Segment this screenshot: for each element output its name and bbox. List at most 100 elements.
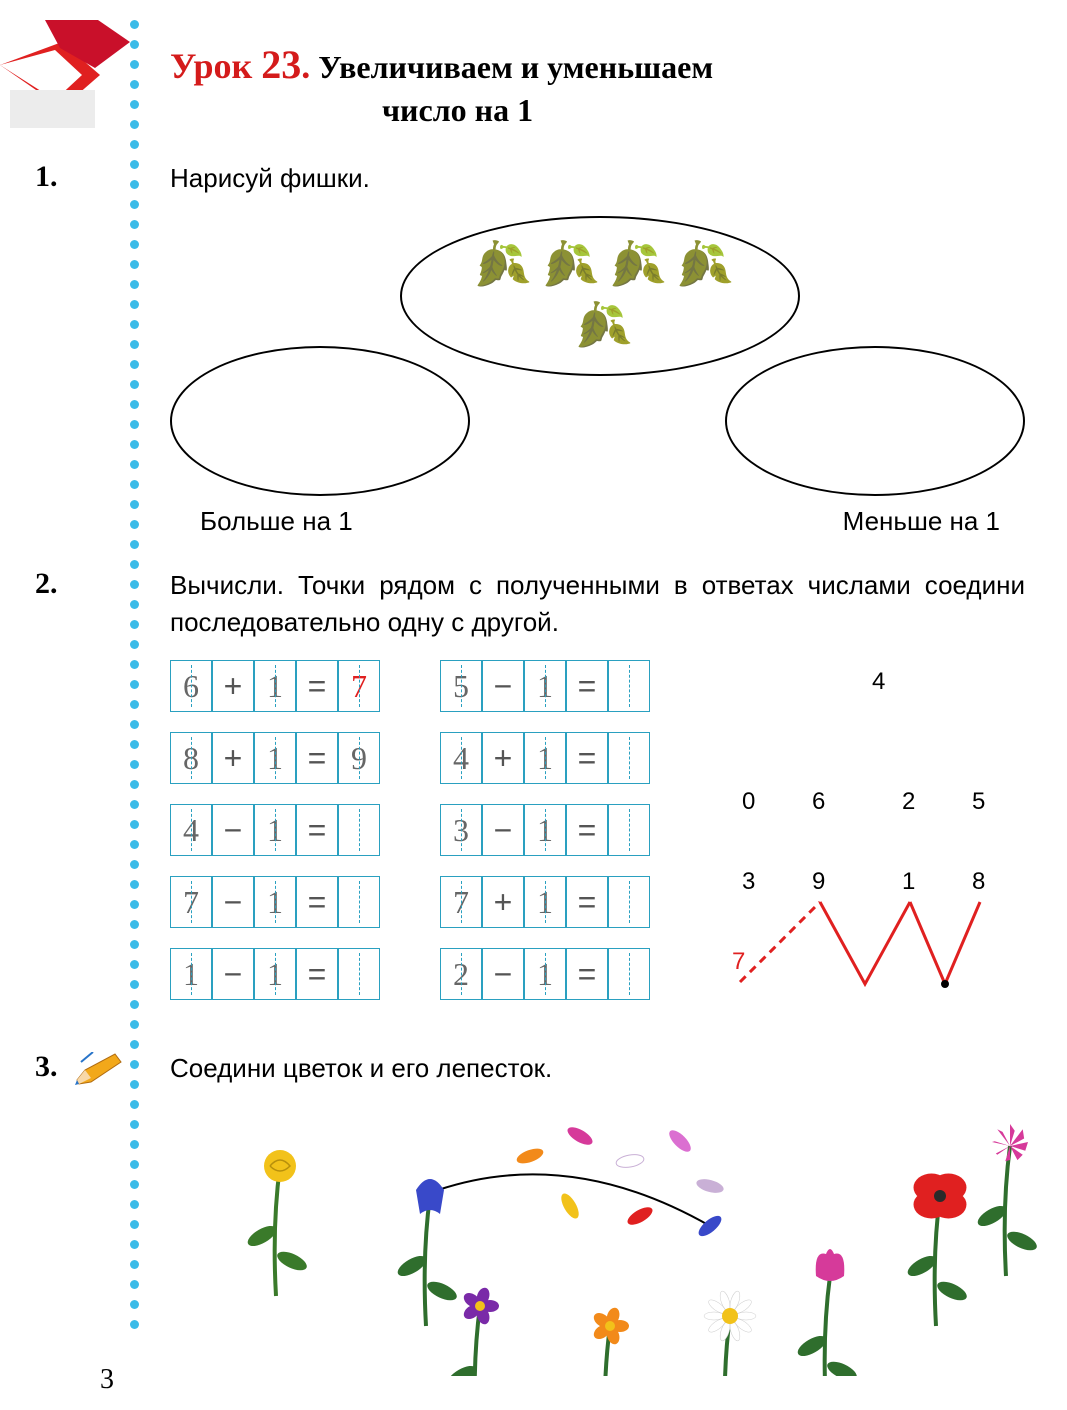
equation-cell: + — [482, 876, 524, 928]
equation-row: 7−1= — [170, 876, 380, 928]
equation-cell: − — [482, 804, 524, 856]
equation-row: 4+1= — [440, 732, 650, 784]
title-line2: число на 1 — [382, 92, 533, 128]
equation-cell: 1 — [524, 876, 566, 928]
dot-label: 1 — [902, 870, 915, 894]
dot-point-4[interactable]: 4 — [872, 670, 885, 694]
equation-cell: 8 — [170, 732, 212, 784]
oval-labels: Больше на 1 Меньше на 1 — [170, 506, 1030, 537]
flower-tulip-pink[interactable] — [795, 1249, 860, 1376]
answer-cell[interactable] — [608, 732, 650, 784]
dot-label: 5 — [972, 790, 985, 814]
oval-left-empty[interactable] — [170, 346, 470, 496]
oak-leaf-icon: 🍂 — [533, 236, 600, 295]
equation-cell: 1 — [254, 948, 296, 1000]
answer-cell[interactable] — [608, 876, 650, 928]
petal[interactable] — [666, 1127, 694, 1155]
equation-cell: 1 — [524, 660, 566, 712]
answer-cell[interactable] — [338, 876, 380, 928]
equation-cell: 1 — [524, 948, 566, 1000]
dot-label: 3 — [742, 870, 755, 894]
equation-cell: = — [296, 732, 338, 784]
equation-cell: 1 — [254, 660, 296, 712]
dot-point-3[interactable]: 3 — [742, 870, 755, 894]
dot-point-5[interactable]: 5 — [972, 790, 985, 814]
answer-cell[interactable]: 9 — [338, 732, 380, 784]
task-2-number: 2. — [35, 567, 58, 601]
dot-point-2[interactable]: 2 — [902, 790, 915, 814]
task-2-grid: 6+1=78+1=94−1=7−1=1−1= 5−1=4+1=3−1=7+1=2… — [170, 660, 1027, 1020]
example-connection-line — [438, 1174, 710, 1226]
petal[interactable] — [625, 1204, 655, 1228]
answer-cell[interactable] — [338, 804, 380, 856]
dot-label: 2 — [902, 790, 915, 814]
petal[interactable] — [515, 1145, 545, 1166]
equation-row: 7+1= — [440, 876, 650, 928]
petal[interactable] — [695, 1176, 725, 1195]
equation-row: 8+1=9 — [170, 732, 380, 784]
flower-daisy-white[interactable] — [695, 1290, 760, 1376]
oval-right-empty[interactable] — [725, 346, 1025, 496]
task-3-text: Соедини цветок и его лепесток. — [170, 1050, 1027, 1088]
page-number: 3 — [100, 1364, 114, 1396]
dot-label: 0 — [742, 790, 755, 814]
equation-cell: 2 — [440, 948, 482, 1000]
petal[interactable] — [615, 1152, 645, 1169]
petal[interactable] — [695, 1212, 724, 1239]
flower-rose-yellow[interactable] — [245, 1150, 310, 1296]
equation-cell: = — [296, 948, 338, 1000]
label-less: Меньше на 1 — [843, 506, 1000, 537]
dot-point-6[interactable]: 6 — [812, 790, 825, 814]
task-1: 1. Нарисуй фишки. 🍂🍂🍂🍂🍂 Больше на 1 Мень… — [170, 160, 1027, 537]
equation-cell: − — [482, 948, 524, 1000]
equation-row: 6+1=7 — [170, 660, 380, 712]
flower-poppy-red[interactable] — [905, 1173, 970, 1325]
flower-bellflower-blue[interactable] — [395, 1179, 460, 1326]
answer-cell[interactable] — [608, 660, 650, 712]
equation-cell: 1 — [254, 876, 296, 928]
answer-cell[interactable] — [608, 804, 650, 856]
equation-cell: = — [566, 732, 608, 784]
dot-point-7[interactable]: 7 — [732, 950, 745, 974]
equation-cell: 1 — [170, 948, 212, 1000]
flower-carnation-pink[interactable] — [975, 1124, 1040, 1276]
page-title: Урок 23. Увеличиваем и уменьшаем число н… — [170, 40, 1027, 130]
corner-decoration — [0, 20, 130, 130]
dot-point-1[interactable]: 1 — [902, 870, 915, 894]
equation-cell: 4 — [440, 732, 482, 784]
oak-leaf-icon: 🍂 — [465, 236, 532, 295]
equation-cell: − — [212, 804, 254, 856]
answer-cell[interactable] — [608, 948, 650, 1000]
pencil-icon — [75, 1052, 123, 1086]
dot-point-9[interactable]: 9 — [812, 870, 825, 894]
equation-cell: + — [482, 732, 524, 784]
petal[interactable] — [558, 1191, 582, 1221]
equation-cell: = — [566, 660, 608, 712]
equation-cell: 4 — [170, 804, 212, 856]
equation-cell: = — [296, 804, 338, 856]
connect-dots-area[interactable]: 4 0 6 2 5 3 9 1 8 7 — [710, 660, 1000, 1020]
dot-point-8[interactable]: 8 — [972, 870, 985, 894]
oak-leaf-icon: 🍂 — [667, 236, 734, 295]
equation-cell: = — [296, 660, 338, 712]
flower-marigold-orange[interactable] — [575, 1306, 640, 1376]
task-3-number: 3. — [35, 1050, 58, 1084]
title-line1: Увеличиваем и уменьшаем — [318, 49, 713, 85]
dot-label: 7 — [732, 950, 745, 974]
equation-column-2: 5−1=4+1=3−1=7+1=2−1= — [440, 660, 650, 1000]
answer-cell[interactable] — [338, 948, 380, 1000]
equation-cell: = — [566, 948, 608, 1000]
equation-column-1: 6+1=78+1=94−1=7−1=1−1= — [170, 660, 380, 1000]
equation-row: 5−1= — [440, 660, 650, 712]
petal[interactable] — [565, 1124, 595, 1148]
equation-cell: 5 — [440, 660, 482, 712]
dot-point-0[interactable]: 0 — [742, 790, 755, 814]
flowers-area[interactable] — [170, 1106, 1040, 1376]
equation-row: 4−1= — [170, 804, 380, 856]
ovals-diagram: 🍂🍂🍂🍂🍂 — [170, 216, 1030, 506]
equation-cell: 1 — [524, 732, 566, 784]
lesson-word: Урок — [170, 46, 252, 86]
equation-cell: 3 — [440, 804, 482, 856]
answer-cell[interactable]: 7 — [338, 660, 380, 712]
equation-cell: 1 — [254, 804, 296, 856]
